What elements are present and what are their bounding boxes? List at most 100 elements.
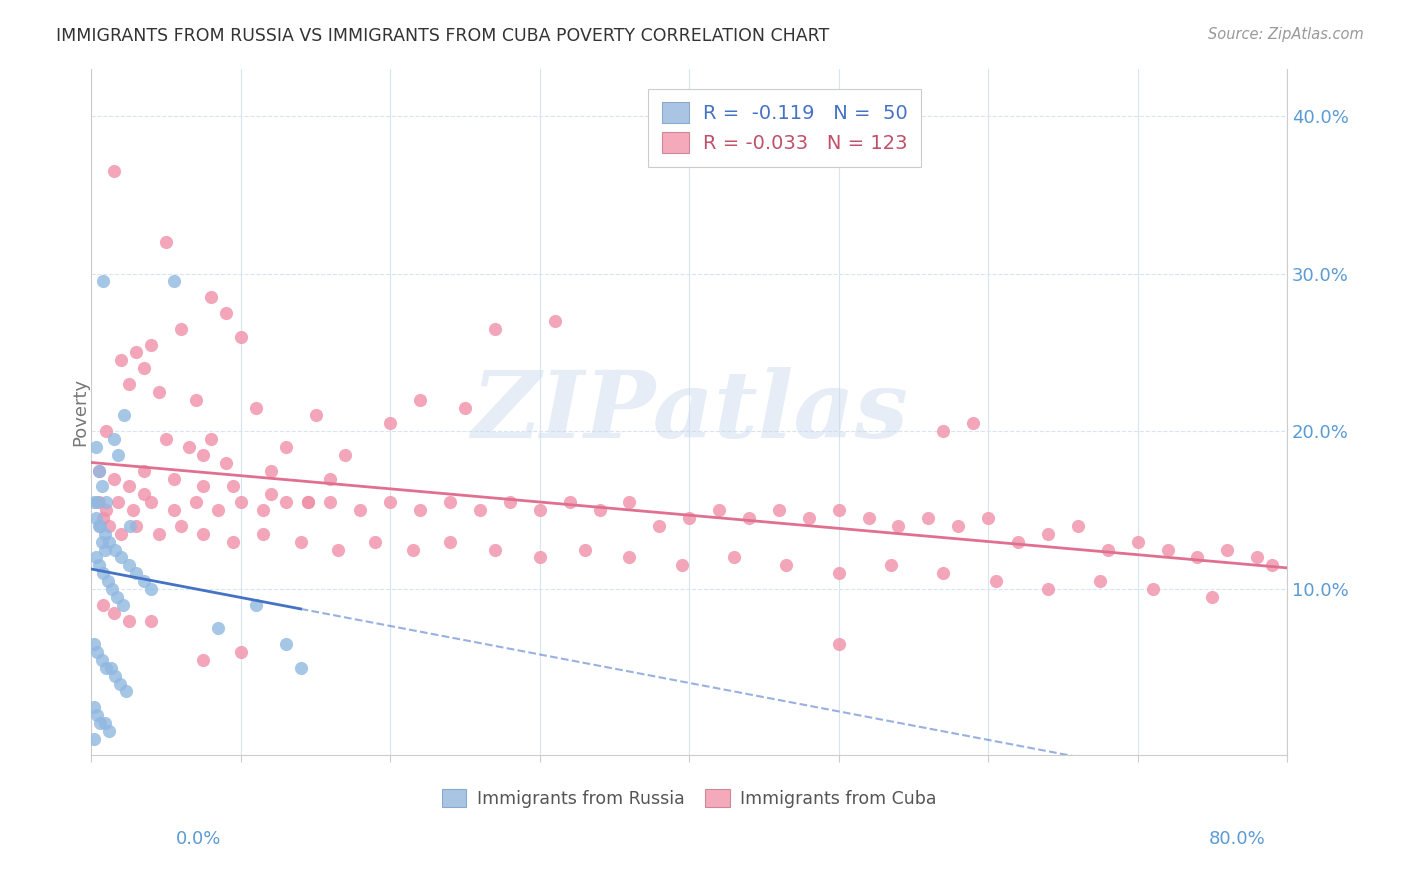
Point (103, 606, 125, 620)
Point (215, 306, 238, 320)
Point (252, 526, 274, 541)
Legend: Immigrants from Russia, Immigrants from Cuba: Immigrants from Russia, Immigrants from … (434, 781, 943, 814)
Point (222, 534, 245, 549)
Point (229, 495, 252, 509)
Point (948, 519, 970, 533)
Point (110, 550, 132, 565)
Point (932, 566, 955, 581)
Point (1067, 519, 1090, 533)
Point (101, 582, 124, 596)
Point (118, 614, 141, 628)
Point (91, 566, 114, 581)
Point (678, 511, 700, 525)
Point (984, 574, 1007, 588)
Point (484, 322, 506, 336)
Point (207, 503, 229, 517)
Point (170, 519, 193, 533)
Point (574, 542, 596, 557)
Point (94, 716, 117, 731)
Point (1036, 582, 1059, 596)
Point (97, 574, 120, 588)
Point (768, 503, 790, 517)
Point (1216, 542, 1239, 557)
Point (84, 511, 107, 525)
Point (326, 542, 349, 557)
Point (162, 275, 184, 289)
Point (409, 392, 432, 407)
Point (1036, 526, 1059, 541)
Point (86, 495, 108, 509)
Point (170, 322, 193, 336)
Point (529, 503, 551, 517)
Point (193, 526, 215, 541)
Point (107, 448, 129, 462)
Point (723, 550, 745, 565)
Point (125, 519, 148, 533)
Point (260, 464, 283, 478)
Point (304, 409, 326, 423)
Point (1126, 534, 1149, 549)
Point (529, 550, 551, 565)
Point (222, 479, 245, 493)
Point (1246, 550, 1268, 565)
Point (364, 534, 387, 549)
Point (245, 401, 267, 415)
Point (499, 495, 522, 509)
Point (96, 424, 118, 438)
Point (707, 503, 730, 517)
Text: 80.0%: 80.0% (1209, 830, 1265, 847)
Point (98, 534, 121, 549)
Point (132, 487, 155, 501)
Point (319, 472, 342, 486)
Point (84, 440, 107, 454)
Point (917, 511, 939, 525)
Point (828, 566, 851, 581)
Point (544, 314, 567, 328)
Point (1007, 534, 1029, 549)
Point (193, 653, 215, 667)
Point (103, 164, 125, 178)
Point (297, 495, 319, 509)
Point (252, 503, 274, 517)
Point (402, 542, 425, 557)
Point (83, 495, 105, 509)
Point (207, 621, 229, 635)
Point (274, 637, 297, 651)
Point (797, 511, 820, 525)
Point (1187, 550, 1209, 565)
Point (90, 653, 112, 667)
Point (96, 661, 118, 675)
Point (648, 519, 671, 533)
Point (932, 424, 955, 438)
Point (380, 417, 402, 431)
Point (229, 329, 252, 343)
Point (671, 558, 693, 573)
Point (454, 401, 477, 415)
Point (139, 495, 162, 509)
Point (148, 526, 170, 541)
Point (125, 566, 148, 581)
Point (439, 534, 461, 549)
Point (111, 598, 134, 612)
Point (132, 361, 155, 376)
Point (184, 392, 207, 407)
Point (245, 598, 267, 612)
Point (91, 275, 114, 289)
Point (162, 503, 184, 517)
Point (87, 464, 110, 478)
Point (90, 479, 112, 493)
Point (162, 472, 184, 486)
Point (184, 495, 207, 509)
Point (98, 723, 121, 738)
Point (1097, 542, 1119, 557)
Point (86, 645, 108, 659)
Point (229, 645, 252, 659)
Point (96, 495, 118, 509)
Point (94, 542, 117, 557)
Point (139, 614, 162, 628)
Text: IMMIGRANTS FROM RUSSIA VS IMMIGRANTS FROM CUBA POVERTY CORRELATION CHART: IMMIGRANTS FROM RUSSIA VS IMMIGRANTS FRO… (56, 27, 830, 45)
Point (1090, 574, 1112, 588)
Point (108, 676, 131, 690)
Point (200, 290, 222, 304)
Point (193, 448, 215, 462)
